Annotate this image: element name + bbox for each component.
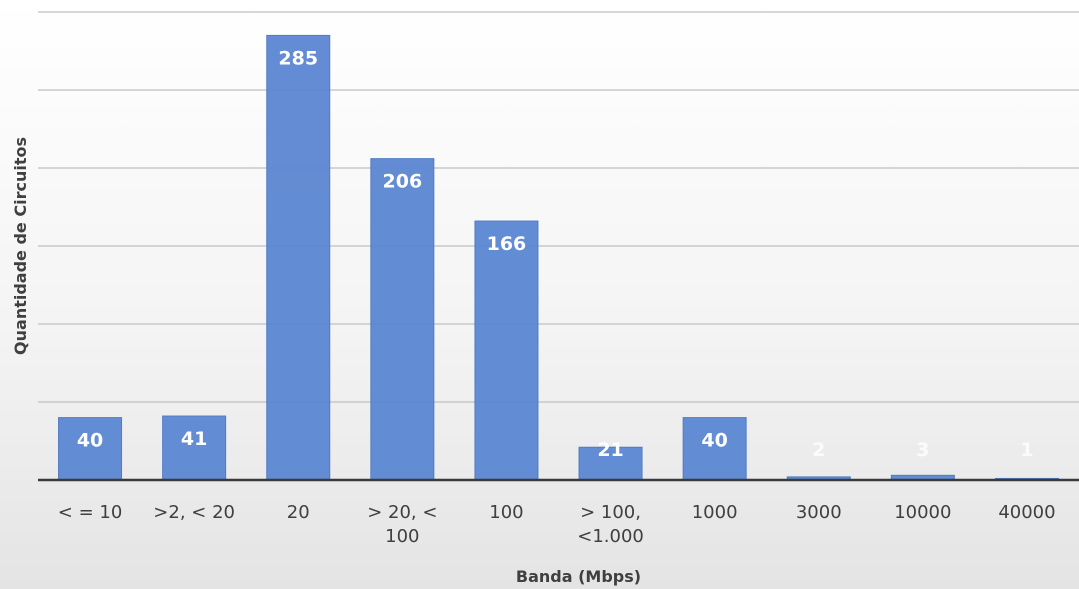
x-tick-label: < = 10 — [58, 502, 123, 523]
x-tick-label: 1000 — [692, 502, 738, 523]
x-axis-title: Banda (Mbps) — [516, 567, 641, 586]
x-tick-label: 100 — [489, 502, 523, 523]
data-label: 21 — [597, 439, 623, 461]
bar — [474, 220, 539, 481]
x-tick-label: > 20, <100 — [367, 502, 437, 547]
x-tick-label: > 100, <1.000 — [577, 502, 644, 547]
x-tick-label: 20 — [287, 502, 310, 523]
x-tick-labels: < = 10 >2, < 20 20 > 20, <100 100 > 100, <1.00… — [58, 502, 1056, 547]
bar — [370, 158, 435, 481]
bar — [682, 417, 747, 481]
bar — [266, 34, 331, 481]
data-label: 40 — [701, 430, 727, 452]
x-tick-label: >2, < 20 — [153, 502, 235, 523]
x-tick-label: 40000 — [998, 502, 1055, 523]
data-label: 41 — [181, 428, 207, 450]
data-label: 40 — [77, 430, 103, 452]
y-axis-title: Quantidade de Circuitos — [11, 137, 30, 355]
data-label: 285 — [278, 47, 318, 69]
gridlines — [38, 11, 1079, 403]
data-label: 206 — [383, 171, 423, 193]
bar — [162, 415, 227, 481]
bar — [578, 446, 643, 481]
data-label: 166 — [487, 233, 527, 255]
data-label: 3 — [916, 439, 929, 461]
x-tick-label: 3000 — [796, 502, 842, 523]
data-label: 1 — [1020, 439, 1033, 461]
data-labels: 40 41 285 206 166 21 40 2 3 1 — [77, 47, 1034, 461]
bars — [58, 34, 1059, 481]
data-label: 2 — [812, 439, 825, 461]
x-tick-label: 10000 — [894, 502, 951, 523]
